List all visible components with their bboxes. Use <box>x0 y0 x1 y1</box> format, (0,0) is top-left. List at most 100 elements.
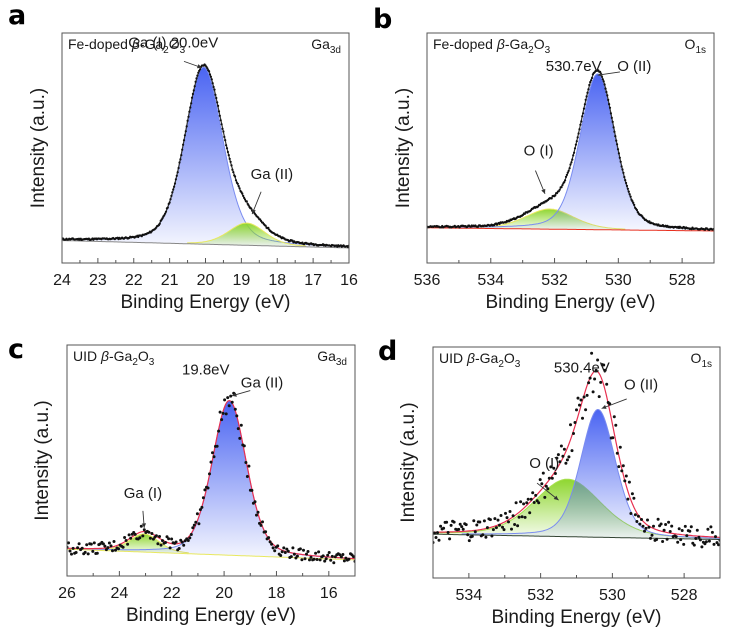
data-point <box>339 555 343 559</box>
data-point <box>577 132 580 135</box>
data-point <box>581 115 584 118</box>
sample-label-main: -Ga <box>505 36 529 52</box>
data-point <box>481 533 485 537</box>
data-point <box>291 239 294 242</box>
x-tick-label: 26 <box>58 585 76 602</box>
arrow-head <box>251 209 256 215</box>
data-point <box>298 547 302 551</box>
data-point <box>549 465 553 469</box>
data-point <box>694 537 698 540</box>
data-point <box>91 549 95 553</box>
data-point <box>508 220 511 223</box>
data-point <box>579 398 583 402</box>
sample-label-beta: β <box>131 36 140 52</box>
data-point <box>485 526 489 530</box>
data-point <box>590 79 593 82</box>
data-point <box>208 70 211 73</box>
sample-label-prefix: UID <box>73 348 101 364</box>
data-point <box>83 550 87 554</box>
data-point <box>203 488 207 492</box>
data-point <box>182 543 186 547</box>
data-point <box>341 553 345 556</box>
data-point <box>189 106 192 109</box>
data-point <box>173 182 177 185</box>
sample-label-sub1: 2 <box>132 357 138 368</box>
data-point <box>302 548 305 552</box>
data-point <box>552 466 556 470</box>
x-tick-label: 20 <box>215 585 233 602</box>
data-point <box>656 517 660 521</box>
sample-label: Fe-doped β-Ga2O3 <box>433 36 551 56</box>
data-point <box>513 523 517 526</box>
sample-label-sub2: 3 <box>545 45 551 56</box>
data-point <box>300 558 304 562</box>
data-point <box>614 135 617 138</box>
data-point <box>584 98 587 101</box>
data-point <box>436 531 439 535</box>
data-point <box>247 204 250 207</box>
data-point <box>171 191 174 194</box>
data-point <box>625 184 629 187</box>
data-point <box>612 126 615 129</box>
x-tick-label: 534 <box>456 587 483 604</box>
data-point <box>505 516 509 520</box>
data-point <box>191 92 194 96</box>
data-point <box>264 530 268 534</box>
data-point <box>237 185 240 188</box>
data-point <box>312 557 316 561</box>
data-point <box>576 136 579 139</box>
data-point <box>176 171 179 174</box>
sample-label-prefix: UID <box>439 350 467 366</box>
data-point <box>229 394 233 398</box>
sample-label-beta: β <box>496 36 505 52</box>
core-level-main: Ga <box>317 348 336 364</box>
data-point <box>188 110 191 113</box>
data-point <box>314 551 318 555</box>
data-point <box>632 496 636 500</box>
core-level-label: O1s <box>691 350 712 370</box>
data-point <box>214 93 217 96</box>
data-point <box>546 487 550 491</box>
annotation-label: 530.7eV <box>546 58 602 75</box>
x-axis-label: Binding Energy (eV) <box>491 607 661 628</box>
data-point <box>216 101 219 104</box>
x-tick-label: 536 <box>414 272 441 289</box>
data-point <box>174 540 178 544</box>
data-point <box>220 123 223 126</box>
data-point <box>488 518 492 522</box>
data-point <box>235 414 239 418</box>
data-point <box>173 185 176 188</box>
data-point <box>245 200 248 203</box>
data-point <box>685 534 689 538</box>
data-point <box>71 546 75 550</box>
data-point <box>445 520 449 524</box>
data-point <box>239 423 243 427</box>
data-point <box>629 195 632 198</box>
data-point <box>649 536 652 540</box>
data-point <box>154 534 158 538</box>
data-point <box>636 514 640 518</box>
data-point <box>470 534 474 538</box>
data-point <box>161 217 164 220</box>
panel-letter: a <box>8 0 26 31</box>
data-point <box>646 518 649 522</box>
data-point <box>635 520 639 523</box>
data-point <box>473 530 477 534</box>
data-point <box>498 523 501 527</box>
data-point <box>650 533 654 537</box>
data-point <box>226 150 229 154</box>
data-point <box>594 368 598 372</box>
data-point <box>256 510 260 514</box>
arrow-head <box>601 404 607 409</box>
data-point <box>553 472 557 475</box>
data-point <box>230 164 233 167</box>
data-point <box>620 469 624 473</box>
data-point <box>212 455 216 459</box>
data-point <box>540 482 544 486</box>
panel-d: 534 532 530 528 Binding Energy (eV) Intensity… <box>378 336 721 628</box>
data-point <box>221 411 225 415</box>
data-point <box>508 510 512 513</box>
data-point <box>608 106 612 109</box>
data-point <box>201 496 205 500</box>
data-point <box>184 130 187 133</box>
